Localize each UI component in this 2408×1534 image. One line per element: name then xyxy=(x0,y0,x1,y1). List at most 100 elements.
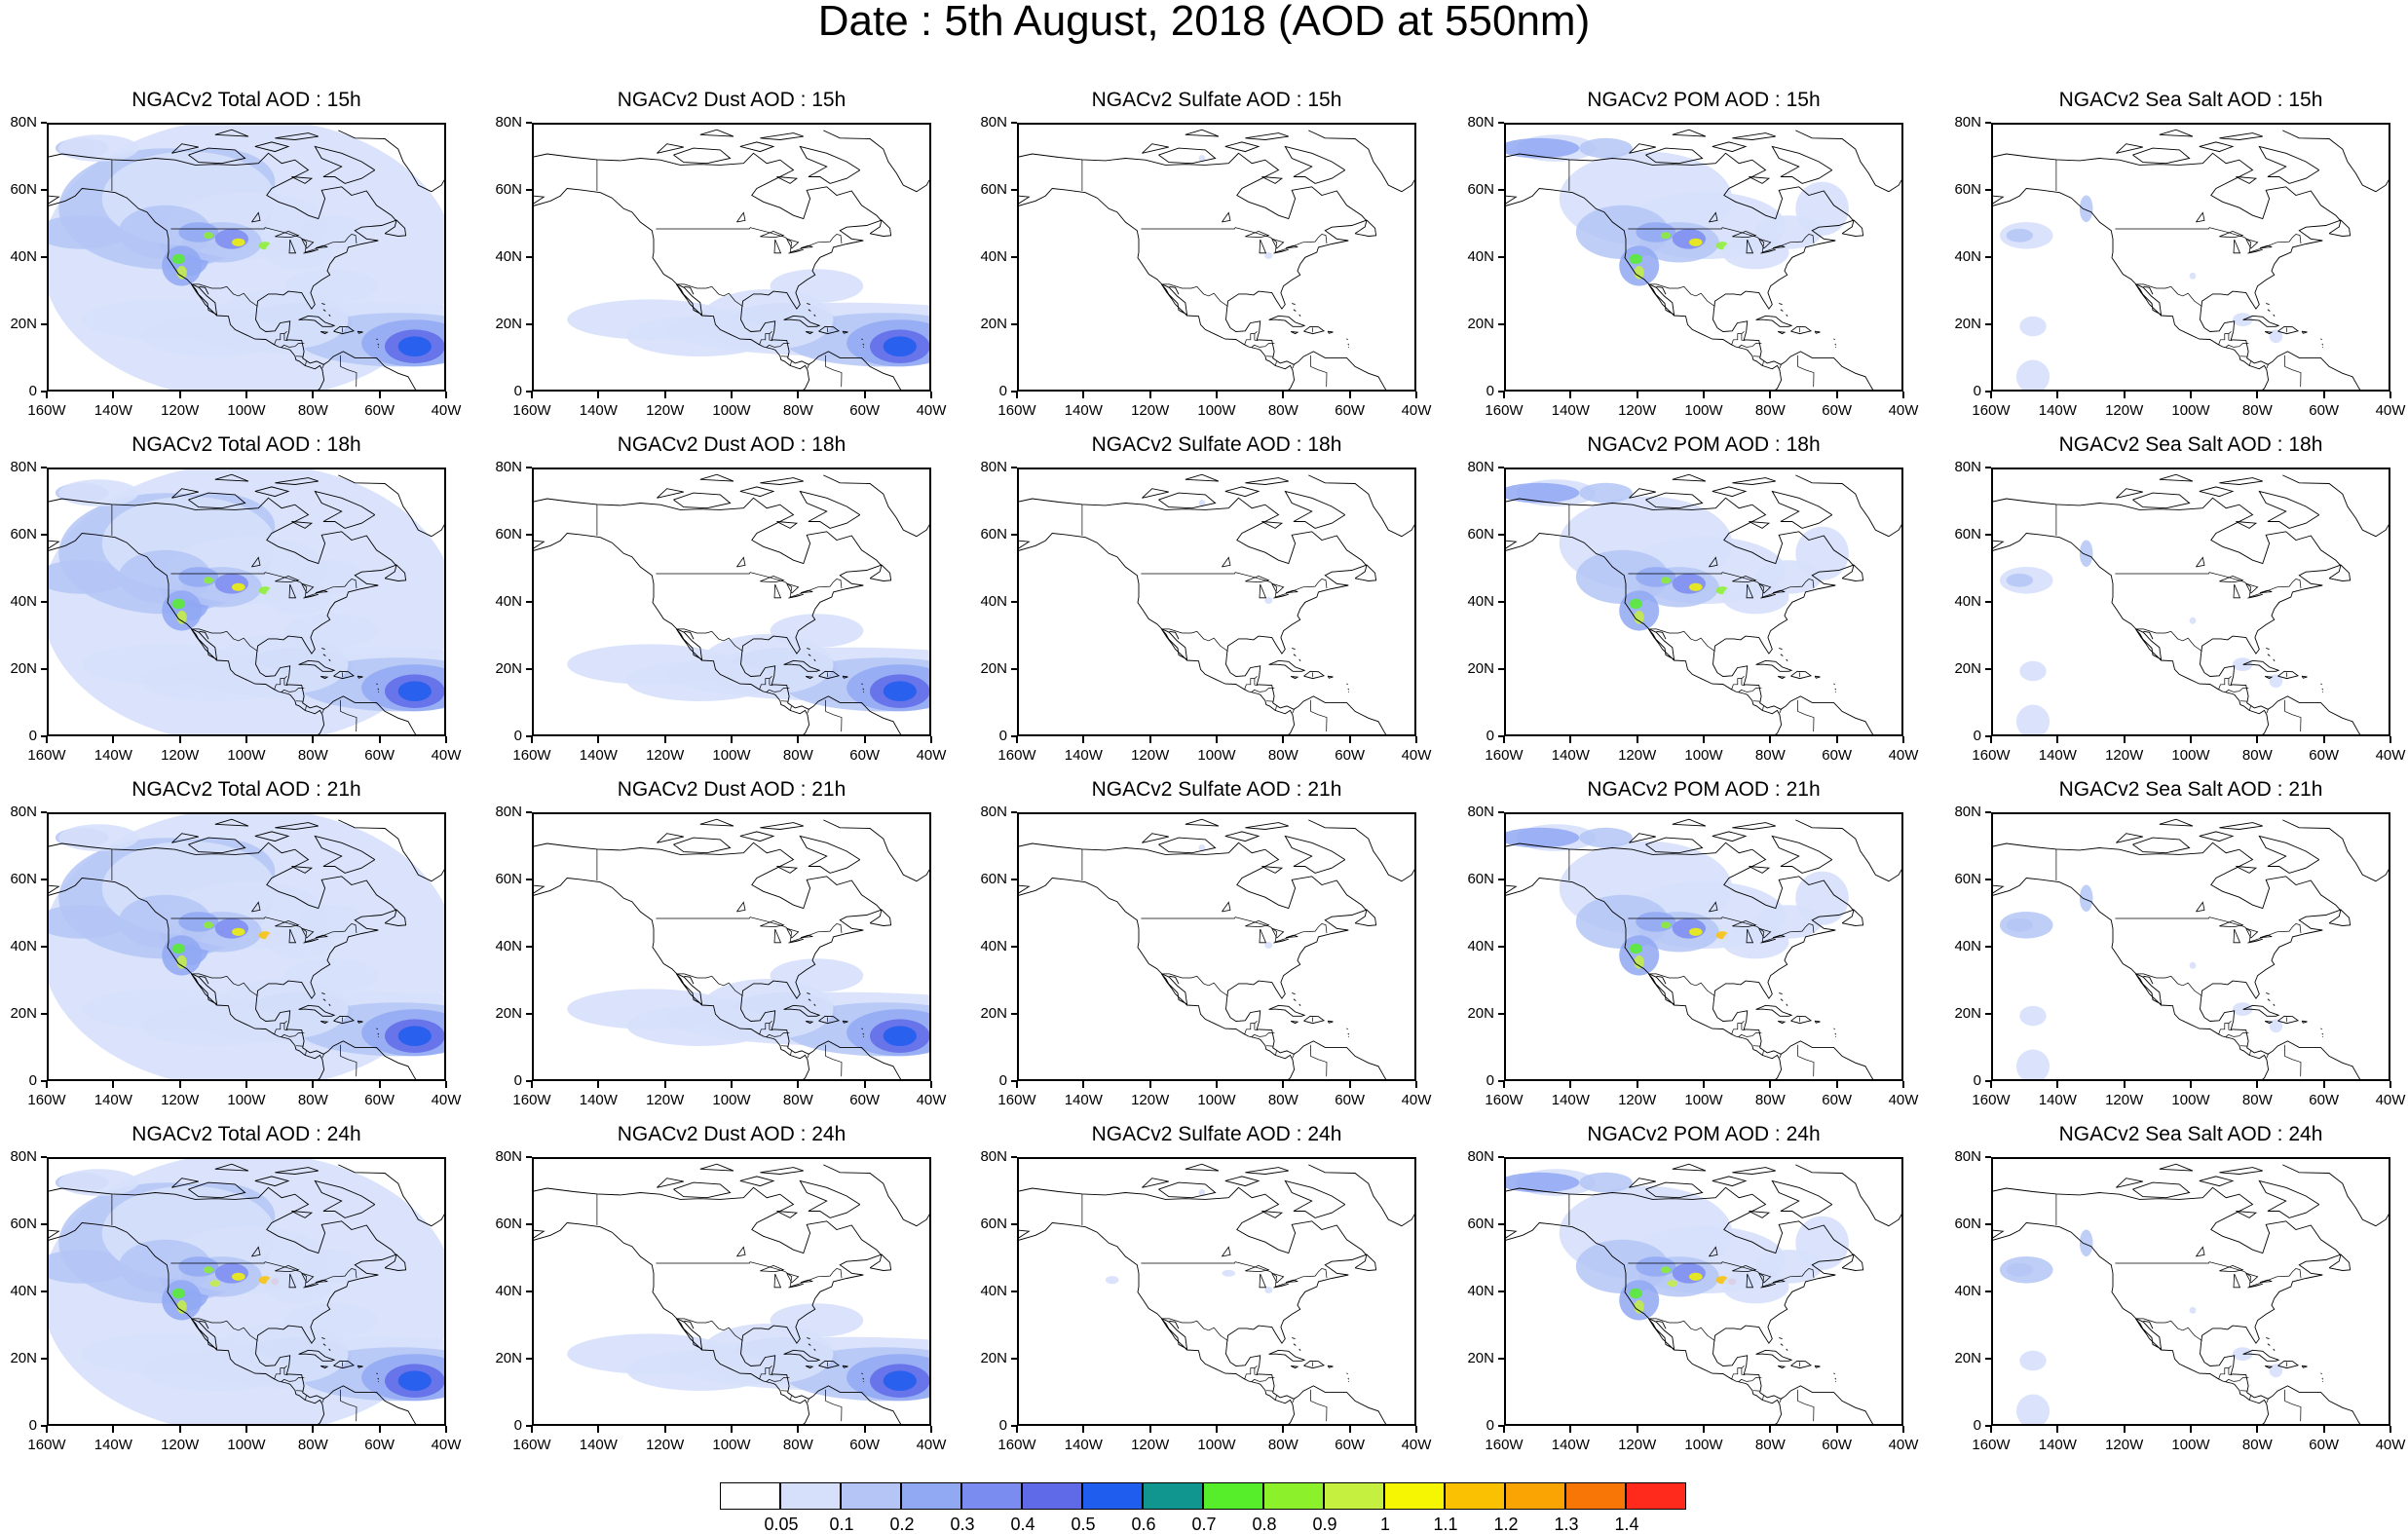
lon-tick-mark xyxy=(1282,392,1284,398)
coastline xyxy=(2321,684,2322,685)
country-border xyxy=(1732,676,1745,690)
coastline xyxy=(1993,842,2362,1081)
aod-map-dust-24h xyxy=(534,1159,931,1426)
aod-map-sulfate-15h xyxy=(1019,125,1416,392)
map-panel xyxy=(532,1157,931,1426)
lon-tick-mark xyxy=(46,1426,48,1433)
lon-tick-label: 60W xyxy=(2295,403,2353,419)
lat-tick-label: 80N xyxy=(1449,1149,1494,1165)
coastline xyxy=(1842,565,1863,581)
lat-tick-label: 0 xyxy=(1937,1073,1981,1089)
lon-tick-label: 80W xyxy=(2228,1438,2286,1453)
lon-tick-mark xyxy=(1149,1081,1151,1088)
coastline xyxy=(534,165,809,392)
lat-tick-mark xyxy=(526,256,532,258)
lon-tick-label: 60W xyxy=(351,403,409,419)
lon-tick-label: 80W xyxy=(1741,748,1799,764)
country-border xyxy=(2267,709,2269,713)
lon-tick-label: 80W xyxy=(1741,403,1799,419)
coastline xyxy=(1778,677,1785,679)
lon-tick-label: 160W xyxy=(1962,403,2020,419)
lon-tick-label: 140W xyxy=(569,403,627,419)
lon-tick-mark xyxy=(664,1081,666,1088)
country-border xyxy=(1252,690,1260,692)
coastline xyxy=(2266,1338,2269,1339)
lat-tick-mark xyxy=(41,668,47,670)
lat-tick-label: 80N xyxy=(477,804,522,820)
aod-field xyxy=(2080,196,2093,223)
coastline xyxy=(1304,326,1325,333)
aod-field xyxy=(1106,1276,1119,1284)
aod-field xyxy=(2190,1307,2197,1314)
lon-tick-label: 120W xyxy=(1608,403,1667,419)
lon-tick-label: 60W xyxy=(1321,403,1379,419)
map-panel xyxy=(532,812,931,1081)
colorbar-swatch xyxy=(901,1482,961,1510)
lon-tick-mark xyxy=(2389,736,2391,743)
coastline xyxy=(2282,820,2390,881)
lon-tick-label: 40W xyxy=(1874,403,1933,419)
coastline xyxy=(1673,819,1706,826)
lon-tick-mark xyxy=(1569,736,1571,743)
lat-tick-mark xyxy=(1011,601,1017,603)
coastline xyxy=(1225,487,1259,497)
lon-tick-mark xyxy=(312,736,314,743)
coastline xyxy=(2274,315,2275,317)
lon-tick-label: 40W xyxy=(902,1093,960,1108)
aod-field xyxy=(82,1333,248,1373)
coastline xyxy=(2322,344,2323,345)
lon-tick-mark xyxy=(864,1081,866,1088)
aod-field xyxy=(204,1266,213,1273)
lat-tick-mark xyxy=(1011,122,1017,124)
lat-tick-label: 80N xyxy=(0,1149,37,1165)
lat-tick-mark xyxy=(1985,1013,1991,1015)
lat-tick-mark xyxy=(1985,668,1991,670)
lon-tick-mark xyxy=(2323,392,2325,398)
lat-tick-mark xyxy=(1498,1291,1504,1292)
map-panel xyxy=(1991,468,2390,736)
coastline xyxy=(1019,1187,1388,1426)
lon-tick-label: 40W xyxy=(417,1093,475,1108)
lat-tick-label: 0 xyxy=(1937,384,1981,399)
lat-tick-label: 80N xyxy=(962,1149,1007,1165)
aod-field xyxy=(2007,574,2033,587)
coastline xyxy=(1815,1366,1820,1367)
country-border xyxy=(1245,331,1258,345)
coastline xyxy=(1756,1350,1792,1361)
panel-title: NGACv2 Sulfate AOD : 21h xyxy=(1012,779,1421,801)
lon-tick-mark xyxy=(1902,1081,1904,1088)
aod-field xyxy=(567,299,734,339)
coastline xyxy=(760,133,804,140)
lon-tick-mark xyxy=(797,392,799,398)
coastline xyxy=(863,689,864,690)
lon-tick-label: 100W xyxy=(702,1093,761,1108)
lat-tick-label: 0 xyxy=(962,1418,1007,1434)
map-panel xyxy=(532,123,931,392)
lat-tick-mark xyxy=(41,1291,47,1292)
aod-field xyxy=(2016,360,2050,393)
lon-tick-mark xyxy=(1349,1426,1351,1433)
aod-map-sulfate-18h xyxy=(1019,469,1416,736)
lat-tick-label: 60N xyxy=(962,1216,1007,1232)
lon-tick-label: 40W xyxy=(902,1438,960,1453)
aod-field xyxy=(215,1263,248,1284)
lon-tick-label: 80W xyxy=(1254,1093,1312,1108)
colorbar-swatch xyxy=(1445,1482,1505,1510)
aod-map-seasalt-21h xyxy=(1993,814,2390,1081)
aod-field xyxy=(232,1273,245,1281)
country-border xyxy=(1141,917,1327,943)
aod-field xyxy=(884,1370,917,1391)
lat-tick-label: 0 xyxy=(0,384,37,399)
coastline xyxy=(1791,671,1812,678)
aod-field xyxy=(177,266,187,280)
coastline xyxy=(1835,1033,1836,1034)
country-border xyxy=(2219,1021,2232,1034)
coastline xyxy=(760,478,804,485)
aod-field xyxy=(82,644,248,684)
lon-tick-mark xyxy=(1149,736,1151,743)
lon-tick-mark xyxy=(445,1081,447,1088)
panel-title: NGACv2 Dust AOD : 21h xyxy=(527,779,936,801)
coastline xyxy=(1795,475,1903,537)
lon-tick-label: 60W xyxy=(1808,1438,1866,1453)
lon-tick-mark xyxy=(379,392,381,398)
